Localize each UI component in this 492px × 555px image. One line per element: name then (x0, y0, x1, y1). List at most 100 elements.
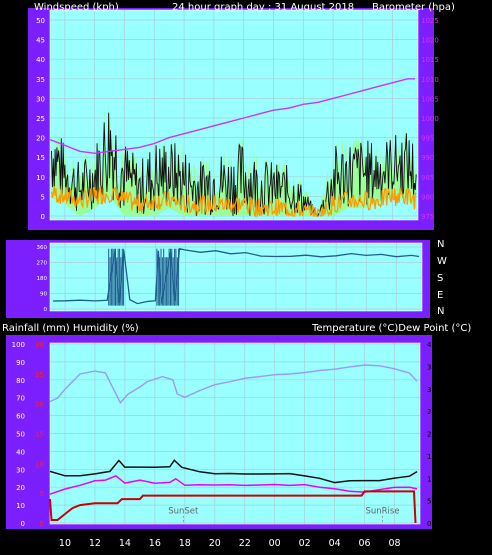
humidity-tick-label: 40 (16, 448, 25, 456)
x-tick-label: 20 (208, 230, 220, 241)
windspeed-tick-label: 35 (36, 76, 45, 84)
sun-event-label: SunRise (365, 507, 399, 517)
compass-label: W (437, 256, 447, 267)
dewpoint-line (49, 475, 418, 495)
rainfall-tick-label: 15 (35, 431, 44, 439)
x-tick-label: 22 (239, 538, 251, 549)
windspeed-tick-label: 40 (36, 56, 45, 64)
sun-event-label: SunSet (168, 507, 199, 517)
windspeed-tick-label: 20 (36, 135, 45, 143)
x-tick-label: 14 (119, 538, 131, 549)
rainfall-tick-label: 0 (40, 520, 44, 528)
barometer-tick-label: 1020 (421, 37, 439, 45)
rain-humidity-axis-title: Rainfall (mm) Humidity (%) (2, 323, 139, 334)
x-tick-label: 10 (59, 230, 71, 241)
x-tick-label: 20 (209, 538, 221, 549)
windspeed-tick-label: 30 (36, 95, 45, 103)
temperature-tick-label: 35 (427, 363, 436, 371)
compass-label: N (437, 239, 444, 250)
barometer-tick-label: 985 (421, 174, 434, 182)
humidity-tick-label: 10 (16, 502, 25, 510)
temperature-tick-label: 30 (427, 386, 436, 394)
direction-degree-label: 270 (37, 261, 48, 267)
x-tick-label: 16 (148, 230, 160, 241)
rainfall-tick-label: 30 (35, 341, 44, 349)
temperature-tick-label: 25 (427, 408, 436, 416)
x-tick-label: 04 (329, 538, 341, 549)
humidity-tick-label: 30 (16, 466, 25, 474)
temperature-tick-label: 10 (427, 475, 436, 483)
humidity-line (49, 364, 418, 404)
x-tick-label: 02 (299, 538, 311, 549)
temperature-tick-label: 0 (427, 520, 431, 528)
rainfall-tick-label: 5 (40, 490, 44, 498)
direction-degree-label: 90 (40, 292, 47, 298)
compass-label: S (437, 273, 443, 284)
x-tick-label: 04 (327, 230, 339, 241)
barometer-tick-label: 1000 (421, 115, 439, 123)
barometer-tick-label: 975 (421, 213, 434, 221)
x-tick-label: 06 (357, 230, 369, 241)
wind-average-line (50, 186, 417, 219)
windspeed-tick-label: 5 (41, 193, 45, 201)
barometer-tick-label: 1015 (421, 56, 439, 64)
x-tick-label: 12 (89, 538, 101, 549)
humidity-tick-label: 20 (16, 484, 25, 492)
windspeed-tick-label: 25 (36, 115, 45, 123)
humidity-tick-label: 60 (16, 413, 25, 421)
x-tick-label: 18 (178, 230, 190, 241)
wind-series (49, 78, 417, 219)
compass-label: E (437, 290, 443, 301)
direction-degree-label: 180 (37, 276, 48, 282)
windspeed-tick-label: 0 (41, 213, 45, 221)
humidity-tick-label: 100 (12, 341, 25, 349)
x-tick-label: 00 (269, 538, 281, 549)
x-tick-label: 18 (179, 538, 191, 549)
x-tick-label: 00 (267, 230, 279, 241)
barometer-tick-label: 1025 (421, 17, 439, 25)
temperature-tick-label: 15 (427, 453, 436, 461)
direction-series (52, 247, 420, 306)
graph-date-title: 24 hour graph day : 31 August 2018 (172, 2, 354, 13)
compass-label: N (437, 306, 444, 317)
windspeed-tick-label: 45 (36, 37, 45, 45)
barometer-axis-title: Barometer (hpa) (372, 2, 455, 13)
direction-swing (156, 248, 180, 306)
barometer-tick-label: 1005 (421, 95, 439, 103)
direction-degree-label: 0 (44, 307, 48, 313)
windspeed-tick-label: 10 (36, 174, 45, 182)
windspeed-line (51, 112, 417, 218)
temperature-tick-label: 40 (427, 341, 436, 349)
rainfall-tick-label: 25 (35, 371, 44, 379)
x-tick-label: 16 (149, 538, 161, 549)
humidity-tick-label: 70 (16, 395, 25, 403)
barometer-line (49, 78, 415, 155)
rainfall-tick-label: 20 (35, 401, 44, 409)
humidity-tick-label: 0 (21, 520, 25, 528)
direction-grid (50, 243, 422, 311)
x-tick-label: 08 (387, 230, 399, 241)
x-tick-label: 06 (359, 538, 371, 549)
windspeed-tick-label: 15 (36, 154, 45, 162)
x-tick-label: 14 (118, 230, 130, 241)
temperature-tick-label: 20 (427, 431, 436, 439)
x-tick-label: 02 (297, 230, 309, 241)
barometer-tick-label: 995 (421, 135, 434, 143)
axis-labels: 0510152025303540455097598098599099510001… (12, 17, 447, 549)
x-tick-label: 12 (89, 230, 101, 241)
windspeed-axis-title: Windspeed (kph) (34, 2, 119, 13)
rainfall-tick-label: 10 (35, 460, 44, 468)
x-tick-label: 22 (238, 230, 250, 241)
temperature-tick-label: 5 (427, 498, 431, 506)
humidity-tick-label: 50 (16, 431, 25, 439)
barometer-tick-label: 980 (421, 193, 434, 201)
direction-swing (108, 248, 125, 306)
temp-dewpoint-axis-title: Temperature (°C)Dew Point (°C) (311, 323, 471, 334)
humidity-tick-label: 90 (16, 359, 25, 367)
barometer-tick-label: 1010 (421, 76, 439, 84)
temperature-line (49, 459, 418, 484)
x-tick-label: 08 (388, 538, 400, 549)
windspeed-tick-label: 50 (36, 17, 45, 25)
